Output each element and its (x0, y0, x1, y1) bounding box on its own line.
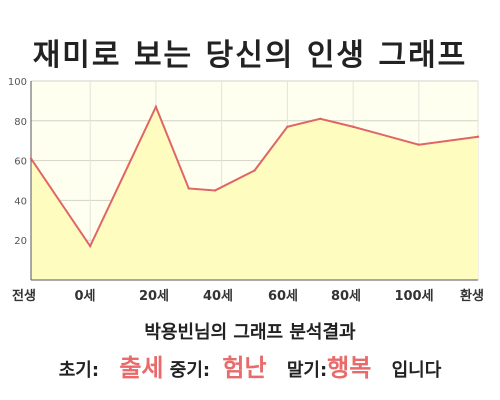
early-label: 초기: (58, 360, 100, 381)
page-title: 재미로 보는 당신의 인생 그래프 (32, 38, 468, 73)
middle-label: 중기: (169, 360, 211, 381)
data-point (253, 169, 256, 172)
y-tick-label: 100 (8, 77, 27, 88)
y-tick-label: 40 (14, 196, 27, 207)
data-point (88, 244, 92, 248)
data-point (417, 143, 421, 146)
x-tick-label: 20세 (139, 289, 169, 304)
y-tick-label: 60 (14, 157, 27, 168)
data-point (476, 135, 480, 138)
late-label: 말기: (286, 360, 328, 381)
data-point (319, 117, 322, 121)
data-point (351, 125, 355, 128)
x-tick-label: 100세 (394, 289, 433, 304)
late-value: 행복 (327, 354, 372, 382)
analysis-summary: 초기: 출세 중기: 험난 말기:행복 입니다 (0, 348, 500, 383)
x-tick-label: 환생 (460, 288, 484, 304)
y-axis-ticks: 20 40 60 80 100 (8, 77, 27, 247)
middle-value: 험난 (222, 354, 267, 382)
x-tick-label: 60세 (268, 289, 298, 304)
x-axis-ticks: 전생 0세 20세 40세 60세 80세 100세 환생 (12, 288, 484, 304)
summary-ending: 입니다 (391, 360, 442, 381)
early-value: 출세 (119, 354, 164, 382)
data-point (154, 105, 158, 109)
life-graph-chart: 20 40 60 80 100 전생 0세 20세 40세 60세 80세 100세 환생 (8, 77, 484, 304)
y-tick-label: 20 (14, 236, 27, 247)
x-tick-label: 80세 (331, 289, 361, 304)
x-tick-label: 전생 (12, 288, 36, 304)
axes (30, 81, 478, 281)
x-tick-label: 0세 (74, 289, 95, 304)
data-point (29, 157, 33, 160)
x-tick-label: 40세 (203, 289, 233, 304)
y-tick-label: 80 (14, 117, 27, 128)
data-points (29, 105, 480, 248)
data-point (213, 189, 217, 192)
analysis-subtitle: 박용빈님의 그래프 분석결과 (144, 322, 356, 343)
life-area (31, 106, 478, 281)
data-point (286, 125, 289, 128)
data-point (187, 187, 190, 190)
